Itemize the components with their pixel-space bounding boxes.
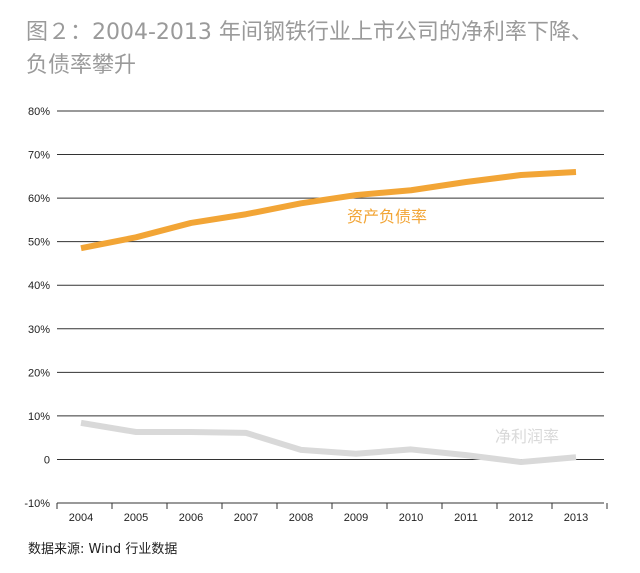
chart-title-line-2: 负债率攀升 (26, 53, 137, 78)
chart-title-line-1: 图２：2004-2013 年间钢铁行业上市公司的净利率下降、 (26, 20, 593, 45)
x-tick-label: 2010 (399, 512, 423, 524)
series-label-net-margin: 净利润率 (495, 427, 559, 446)
y-tick-label: 70% (28, 150, 50, 162)
y-tick-label: 40% (28, 280, 50, 292)
x-tick-label: 2008 (289, 512, 313, 524)
x-axis: 2004 2005 2006 2007 2008 2009 2010 2011 2012 2013 (56, 502, 608, 524)
data-source-note: 数据来源: Wind 行业数据 (28, 542, 178, 557)
x-tick-label: 2009 (344, 512, 368, 524)
chart-title: 图２：2004-2013 年间钢铁行业上市公司的净利率下降、 负债率攀升 (26, 16, 626, 82)
x-tick-label: 2004 (69, 512, 93, 524)
y-axis-tick-labels: 80% 70% 60% 50% 40% 30% 20% 10% 0 -10% (24, 106, 50, 510)
x-tick-label: 2012 (509, 512, 533, 524)
x-tick-label: 2006 (179, 512, 203, 524)
x-tick-label: 2011 (454, 512, 478, 524)
y-tick-label: 80% (28, 106, 50, 118)
x-tick-label: 2007 (234, 512, 258, 524)
y-tick-label: 10% (28, 411, 50, 423)
series-lines (80, 168, 577, 466)
y-tick-label: 50% (28, 237, 50, 249)
x-tick-label: 2013 (564, 512, 588, 524)
series-label-debt-ratio: 资产负债率 (347, 207, 427, 226)
y-tick-label: -10% (24, 498, 50, 510)
x-tick-label: 2005 (124, 512, 148, 524)
y-tick-label: 30% (28, 324, 50, 336)
series-line-debt-ratio (80, 168, 577, 252)
series-line-net-margin (80, 419, 577, 466)
y-tick-label: 60% (28, 193, 50, 205)
gridlines (57, 110, 604, 460)
y-tick-label: 20% (28, 367, 50, 379)
y-tick-label: 0 (44, 454, 50, 466)
